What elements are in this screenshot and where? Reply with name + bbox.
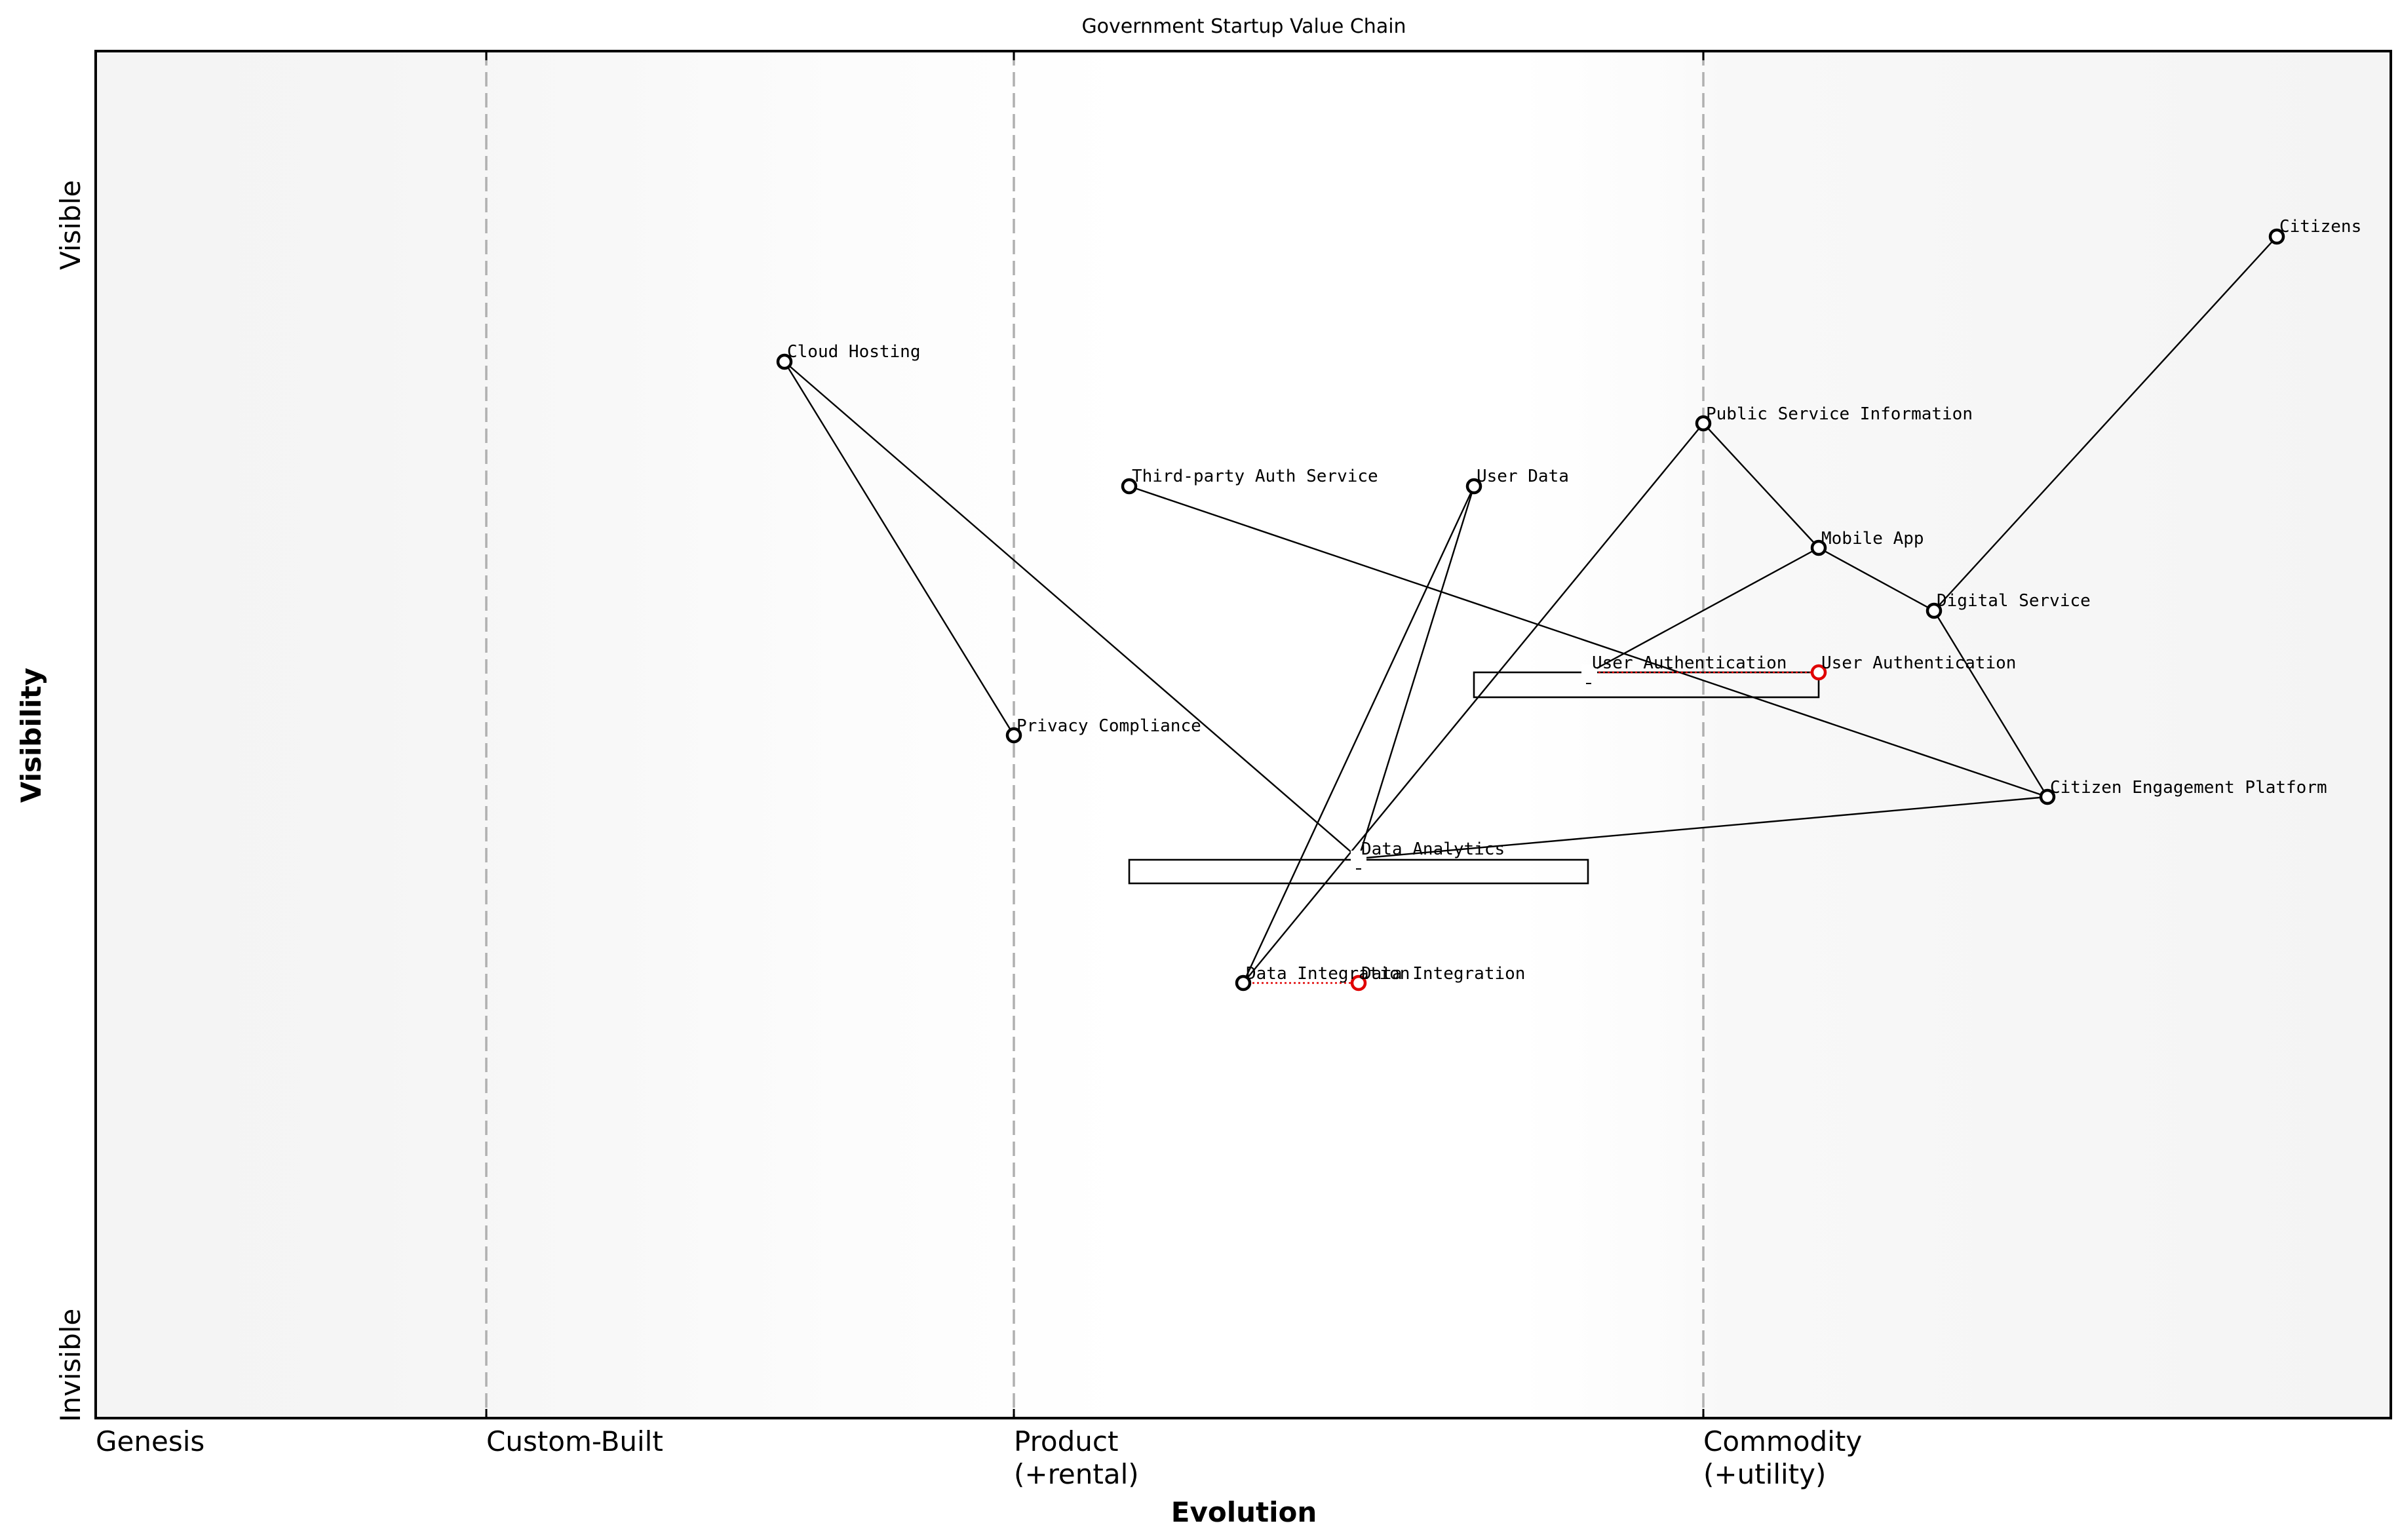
link-citizens-digital-service [1933,236,2277,611]
label-data-analytics: Data Analytics [1361,839,1505,859]
data-analytics-ghost-marker [1351,851,1366,866]
node-cloud-hosting[interactable] [776,353,793,370]
x-tick-marks [485,51,1705,1418]
label-user-data: User Data [1477,467,1569,486]
label-citizens: Citizens [2279,217,2361,237]
label-user-authentication-evolved: User Authentication [1821,653,2016,673]
node-third-party-auth-service[interactable] [1121,478,1138,495]
link-cloud-hosting-data-analytics [784,361,1359,859]
plot-background [96,51,2391,1418]
node-data-integration-evolved[interactable] [1350,974,1367,991]
user-authentication-ghost-marker [1581,664,1597,680]
label-citizen-engagement-platform: Citizen Engagement Platform [2050,778,2327,798]
link-cloud-hosting-privacy-compliance [783,361,1015,736]
link-citizen-engagement-data-analytics [1358,796,2048,860]
node-user-data[interactable] [1465,478,1482,495]
components [776,228,2285,991]
component-labels: Citizens Cloud Hosting Public Service In… [787,217,2361,984]
link-user-data-data-integration [1242,486,1475,984]
node-data-integration[interactable] [1235,974,1252,991]
plot-frame [94,50,2392,1419]
node-citizen-engagement-platform[interactable] [2039,788,2056,805]
label-data-integration-evolved: Data Integration [1361,964,1525,984]
x-tick-commodity-line1: Commodity [1703,1425,1862,1457]
node-mobile-app[interactable] [1810,539,1827,556]
x-tick-genesis: Genesis [96,1425,204,1457]
link-mobile-app-public-service-info [1703,423,1819,549]
y-tick-invisible: Invisible [54,1309,87,1422]
link-citizen-engagement-third-party-auth [1129,485,2048,798]
x-axis-label: Evolution [1171,1496,1317,1528]
label-user-authentication: User Authentication [1592,653,1787,673]
chart-title: Government Startup Value Chain [1081,15,1406,38]
link-mobile-app-user-authentication [1589,547,1819,674]
label-mobile-app: Mobile App [1821,529,1924,549]
node-public-service-information[interactable] [1695,415,1712,432]
label-public-service-information: Public Service Information [1706,404,1973,424]
node-digital-service[interactable] [1926,602,1943,619]
link-digital-service-mobile-app [1818,547,1935,612]
label-cloud-hosting: Cloud Hosting [787,342,921,362]
label-digital-service: Digital Service [1937,591,2091,611]
node-citizens[interactable] [2268,228,2285,245]
node-privacy-compliance[interactable] [1005,727,1022,744]
label-third-party-auth-service: Third-party Auth Service [1132,467,1378,486]
x-tick-product-line1: Product [1014,1425,1118,1457]
y-tick-visible: Visible [54,180,87,270]
link-digital-service-citizen-engagement [1933,610,2049,798]
link-public-service-info-data-integration [1243,423,1704,984]
x-tick-custom-built: Custom-Built [486,1425,663,1457]
x-tick-commodity-line2: (+utility) [1703,1458,1826,1490]
label-privacy-compliance: Privacy Compliance [1016,716,1201,736]
node-user-authentication-evolved[interactable] [1810,664,1827,681]
dependency-links [783,236,2277,984]
label-data-integration: Data Integration [1246,964,1410,984]
link-user-data-data-analytics [1357,486,1475,859]
x-tick-product-line2: (+rental) [1014,1458,1139,1490]
y-axis-label: Visibility [15,668,47,803]
